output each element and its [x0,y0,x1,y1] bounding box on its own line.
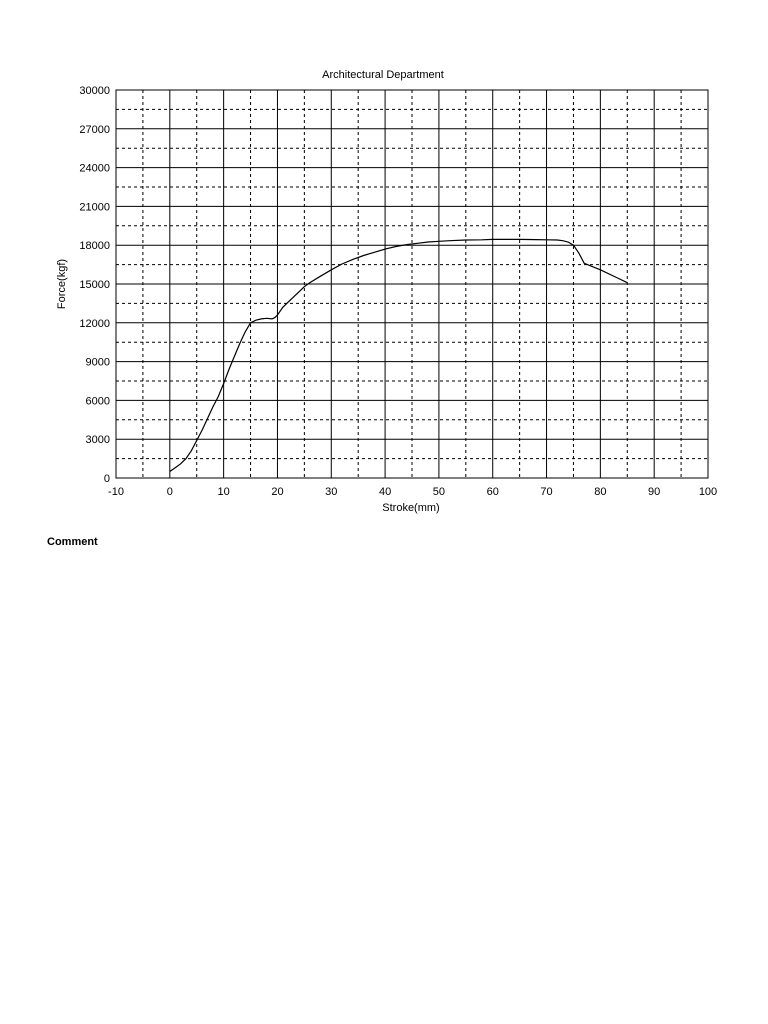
y-tick-label: 18000 [79,240,110,252]
x-tick-labels: -10 0 10 20 30 40 50 60 70 80 90 100 [108,486,717,498]
x-tick-label: 100 [699,486,717,498]
x-tick-label: 10 [218,486,230,498]
y-axis-label: Force(kgf) [56,259,68,309]
y-tick-label: 30000 [79,85,110,97]
x-tick-label: 40 [379,486,391,498]
x-tick-label: 0 [167,486,173,498]
x-tick-label: 30 [325,486,337,498]
y-tick-label: 9000 [86,357,110,369]
y-tick-label: 21000 [79,201,110,213]
x-axis-label: Stroke(mm) [382,502,439,514]
y-tick-labels: 0 3000 6000 9000 12000 15000 18000 21000 24000 27… [79,85,110,485]
major-gridlines [116,90,708,478]
x-tick-label: 50 [433,486,445,498]
force-curve [169,238,628,472]
y-tick-label: 12000 [79,318,110,330]
x-tick-label: -10 [108,486,124,498]
x-tick-label: 70 [540,486,552,498]
plot-frame [115,89,709,479]
x-tick-label: 60 [487,486,499,498]
x-tick-label: 80 [594,486,606,498]
y-tick-label: 15000 [79,279,110,291]
y-tick-label: 24000 [79,163,110,175]
x-tick-label: 90 [648,486,660,498]
y-tick-label: 6000 [86,395,110,407]
force-stroke-chart: Architectural Department -10 0 10 20 30 40 50 6… [56,69,717,514]
y-tick-label: 0 [104,473,110,485]
x-tick-label: 20 [271,486,283,498]
y-tick-label: 3000 [86,434,110,446]
y-tick-label: 27000 [79,124,110,136]
comment-label: Comment [47,536,98,548]
chart-title: Architectural Department [322,69,444,81]
